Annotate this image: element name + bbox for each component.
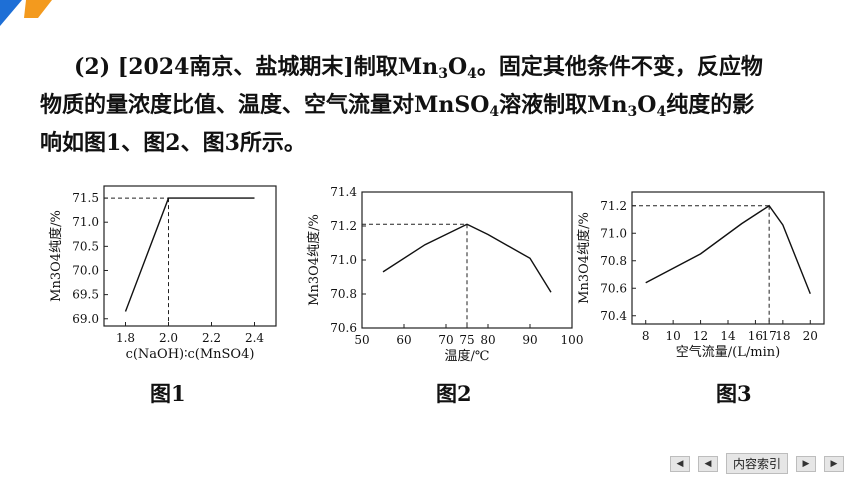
x-tick-label: 20 bbox=[803, 329, 818, 343]
x-tick-label: 90 bbox=[522, 333, 537, 347]
y-tick-label: 71.0 bbox=[330, 253, 357, 267]
y-axis-label: Mn3O4纯度/% bbox=[48, 210, 64, 302]
y-tick-label: 71.5 bbox=[72, 191, 99, 205]
x-tick-label: 14 bbox=[720, 329, 736, 343]
y-tick-label: 71.2 bbox=[330, 219, 357, 233]
slide-navigation: ◀ ◀ 内容索引 ▶ ▶ bbox=[669, 453, 844, 474]
y-tick-label: 70.6 bbox=[600, 281, 627, 295]
y-axis-label: Mn3O4纯度/% bbox=[576, 212, 592, 304]
plot-frame bbox=[103, 185, 277, 327]
x-tick-label: 60 bbox=[396, 333, 411, 347]
x-axis-label: 温度/℃ bbox=[445, 348, 490, 364]
x-axis-label: c(NaOH)∶c(MnSO4) bbox=[126, 347, 255, 362]
question-line-1: (2) [2024南京、盐城期末]制取Mn3O4。固定其他条件不变，反应物 bbox=[74, 54, 763, 82]
chart-2: 50 60 70 75 80 90 100 70.6 70.8 71.0 71.2 71.4 温度/℃ M… bbox=[306, 178, 583, 378]
x-tick-label: 12 bbox=[693, 329, 708, 343]
x-tick-label: 1.8 bbox=[116, 331, 135, 345]
corner-orange-shape bbox=[24, 0, 52, 18]
chart-3: 8 10 12 14 16 17 18 20 70.4 70.6 70.8 71.0 71.2 空气流量/… bbox=[576, 178, 832, 378]
series-line bbox=[645, 204, 811, 295]
right-icon[interactable]: ▶ bbox=[796, 455, 816, 472]
caption-figure-3: 图3 bbox=[716, 381, 752, 406]
x-tick-label: 10 bbox=[666, 329, 681, 343]
y-tick-label: 71.2 bbox=[600, 199, 627, 213]
corner-blue-shape bbox=[0, 0, 22, 26]
question-line-3: 响如图1、图2、图3所示。 bbox=[40, 130, 306, 156]
y-tick-label: 71.4 bbox=[330, 185, 357, 199]
y-tick-label: 70.4 bbox=[600, 309, 627, 323]
double-left-icon[interactable]: ◀ bbox=[669, 455, 690, 472]
caption-figure-1: 图1 bbox=[150, 381, 186, 406]
plot-frame bbox=[631, 191, 825, 325]
y-tick-label: 69.0 bbox=[72, 312, 99, 326]
y-tick-label: 70.5 bbox=[72, 239, 99, 253]
x-tick-label: 70 bbox=[438, 333, 453, 347]
x-tick-label: 50 bbox=[354, 333, 369, 347]
x-tick-label: 18 bbox=[775, 329, 790, 343]
x-tick-label: 16 bbox=[748, 329, 763, 343]
chart-1: 1.8 2.0 2.2 2.4 69.0 69.5 70.0 70.5 71.0 71.5 c(Na… bbox=[44, 178, 284, 378]
y-tick-label: 70.0 bbox=[72, 263, 99, 277]
caption-figure-2: 图2 bbox=[436, 381, 472, 406]
y-tick-label: 70.6 bbox=[330, 321, 357, 335]
x-tick-label: 17 bbox=[762, 329, 777, 343]
x-tick-label: 2.2 bbox=[202, 331, 221, 345]
x-axis-label: 空气流量/(L/min) bbox=[676, 344, 780, 360]
y-tick-label: 71.0 bbox=[72, 215, 99, 229]
double-right-icon[interactable]: ▶ bbox=[824, 455, 844, 472]
x-tick-label: 2.4 bbox=[245, 331, 264, 345]
series-line bbox=[124, 197, 255, 312]
y-tick-label: 70.8 bbox=[330, 287, 357, 301]
chart-1-svg: 1.8 2.0 2.2 2.4 69.0 69.5 70.0 70.5 71.0 71.5 c(Na… bbox=[48, 185, 277, 362]
series-line bbox=[382, 223, 552, 293]
y-tick-label: 70.8 bbox=[600, 254, 627, 268]
x-tick-label: 2.0 bbox=[159, 331, 178, 345]
left-icon[interactable]: ◀ bbox=[697, 455, 718, 472]
question-text: (2) [2024南京、盐城期末]制取Mn3O4。固定其他条件不变，反应物 物质… bbox=[40, 48, 840, 162]
corner-decoration bbox=[0, 0, 52, 26]
chart-2-svg: 50 60 70 75 80 90 100 70.6 70.8 71.0 71.2 71.4 温度/℃ M… bbox=[306, 185, 583, 364]
content-index-button[interactable]: 内容索引 bbox=[725, 453, 788, 474]
question-line-2: 物质的量浓度比值、温度、空气流量对MnSO4溶液制取Mn3O4纯度的影 bbox=[40, 92, 755, 120]
y-tick-label: 71.0 bbox=[600, 226, 627, 240]
x-tick-label: 75 bbox=[459, 333, 474, 347]
x-tick-label: 80 bbox=[480, 333, 495, 347]
y-axis-label: Mn3O4纯度/% bbox=[306, 214, 322, 306]
x-tick-label: 8 bbox=[642, 329, 650, 343]
x-tick-label: 100 bbox=[561, 333, 584, 347]
y-tick-label: 69.5 bbox=[72, 288, 99, 302]
